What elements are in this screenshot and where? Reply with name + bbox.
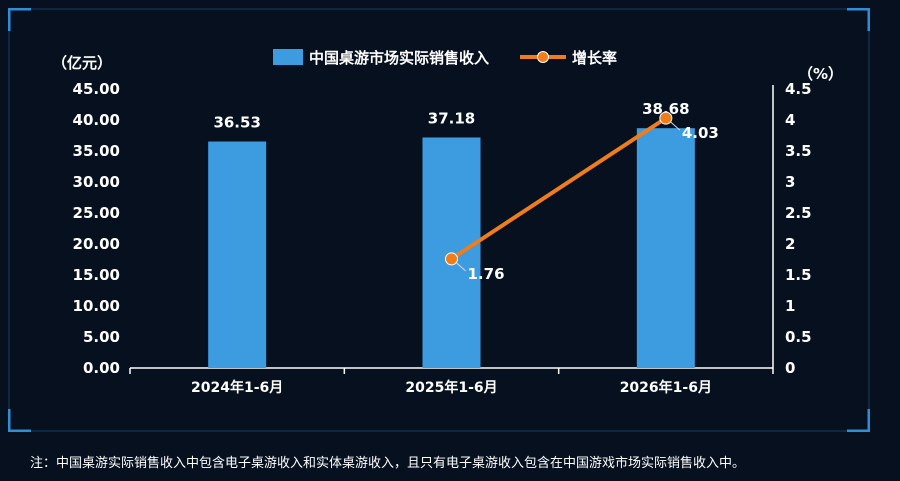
data-label-leader bbox=[670, 121, 681, 131]
frame-corner-4 bbox=[847, 409, 870, 432]
left-y-tick-label: 45.00 bbox=[73, 80, 120, 98]
frame-corner-1 bbox=[8, 8, 31, 31]
growth-rate-point bbox=[659, 111, 673, 125]
left-y-tick-label: 15.00 bbox=[73, 266, 120, 284]
frame-corner-3 bbox=[8, 409, 31, 432]
bar-value-label: 38.68 bbox=[642, 100, 689, 118]
growth-rate-point bbox=[445, 252, 458, 266]
legend-swatch-bar bbox=[273, 49, 303, 65]
legend-label-bar: 中国桌游市场实际销售收入 bbox=[309, 49, 489, 67]
left-y-tick-label: 25.00 bbox=[73, 204, 120, 222]
right-y-tick-label: 2.5 bbox=[785, 204, 812, 222]
bar bbox=[636, 128, 695, 368]
growth-rate-label: 4.03 bbox=[682, 124, 719, 142]
chart-svg: 0.005.0010.0015.0020.0025.0030.0035.0040… bbox=[8, 8, 870, 432]
right-y-tick-label: 2 bbox=[785, 235, 795, 253]
right-y-tick-label: 1.5 bbox=[785, 266, 812, 284]
x-tick-label: 2024年1-6月 bbox=[191, 379, 283, 396]
right-y-tick-label: 4 bbox=[785, 111, 795, 129]
right-y-tick-label: 3 bbox=[785, 173, 795, 191]
right-y-tick-label: 1 bbox=[785, 297, 795, 315]
data-label-leader bbox=[456, 262, 466, 272]
right-y-tick-label: 3.5 bbox=[785, 142, 812, 160]
left-y-axis-label: （亿元） bbox=[52, 54, 112, 72]
bar-value-label: 36.53 bbox=[213, 114, 260, 132]
chart-frame bbox=[8, 8, 870, 432]
left-y-tick-label: 10.00 bbox=[73, 297, 120, 315]
legend-label-line: 增长率 bbox=[572, 49, 617, 67]
growth-rate-line bbox=[450, 116, 667, 261]
frame-corner-2 bbox=[847, 8, 870, 31]
bar bbox=[208, 141, 267, 368]
growth-rate-label: 1.76 bbox=[468, 265, 505, 283]
left-y-tick-label: 0.00 bbox=[83, 359, 120, 377]
legend-swatch-marker bbox=[537, 51, 549, 63]
right-y-tick-label: 4.5 bbox=[785, 80, 812, 98]
right-y-tick-label: 0.5 bbox=[785, 328, 812, 346]
left-y-tick-label: 40.00 bbox=[73, 111, 120, 129]
x-tick-label: 2025年1-6月 bbox=[405, 379, 497, 396]
left-y-tick-label: 20.00 bbox=[73, 235, 120, 253]
footnote: 注：中国桌游实际销售收入中包含电子桌游收入和实体桌游收入，且只有电子桌游收入包含… bbox=[30, 456, 746, 471]
x-tick-label: 2026年1-6月 bbox=[620, 379, 712, 396]
bar-value-label: 37.18 bbox=[428, 109, 475, 127]
left-y-tick-label: 35.00 bbox=[73, 142, 120, 160]
left-y-tick-label: 30.00 bbox=[73, 173, 120, 191]
right-y-tick-label: 0 bbox=[785, 359, 795, 377]
left-y-tick-label: 5.00 bbox=[83, 328, 120, 346]
right-y-axis-label: （%） bbox=[798, 65, 843, 83]
chart-panel: 0.00 5.00 10.00 15.00 20.00 25.00 30.00 35.00 40… bbox=[8, 8, 870, 432]
